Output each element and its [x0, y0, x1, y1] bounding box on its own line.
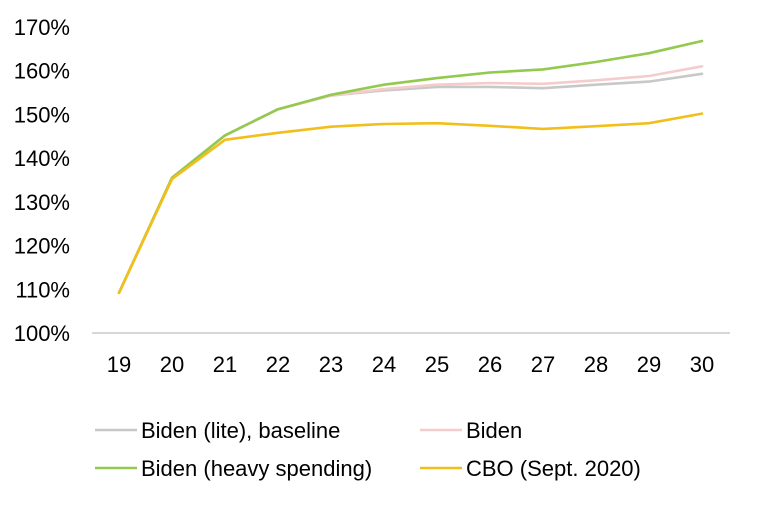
- x-tick-label: 26: [478, 352, 502, 377]
- y-tick-label: 130%: [14, 190, 70, 215]
- y-tick-label: 150%: [14, 102, 70, 127]
- x-tick-label: 20: [160, 352, 184, 377]
- y-axis: 100% 110% 120% 130% 140% 150% 160% 170%: [14, 15, 70, 346]
- series-lines: [117, 39, 704, 295]
- y-tick-label: 160%: [14, 59, 70, 84]
- legend-label: Biden (lite), baseline: [141, 418, 340, 443]
- legend-label: Biden (heavy spending): [141, 456, 372, 481]
- x-tick-label: 28: [584, 352, 608, 377]
- series-line-3: [117, 112, 704, 295]
- x-tick-label: 29: [637, 352, 661, 377]
- legend: Biden (lite), baseline Biden Biden (heavy …: [95, 418, 641, 481]
- x-tick-label: 24: [372, 352, 396, 377]
- y-tick-label: 140%: [14, 146, 70, 171]
- x-tick-label: 30: [690, 352, 714, 377]
- x-tick-label: 19: [107, 352, 131, 377]
- x-tick-label: 27: [531, 352, 555, 377]
- x-tick-label: 21: [213, 352, 237, 377]
- x-tick-label: 23: [319, 352, 343, 377]
- series-line-2: [117, 39, 704, 295]
- series-line-1: [117, 65, 704, 295]
- x-tick-label: 22: [266, 352, 290, 377]
- y-tick-label: 100%: [14, 321, 70, 346]
- legend-label: Biden: [466, 418, 522, 443]
- y-tick-label: 170%: [14, 15, 70, 40]
- y-tick-label: 110%: [15, 277, 70, 302]
- x-tick-label: 25: [425, 352, 449, 377]
- y-tick-label: 120%: [14, 234, 70, 259]
- legend-label: CBO (Sept. 2020): [466, 456, 641, 481]
- x-axis: 19 20 21 22 23 24 25 26 27 28 29 30: [92, 332, 730, 377]
- series-line-0: [117, 72, 704, 295]
